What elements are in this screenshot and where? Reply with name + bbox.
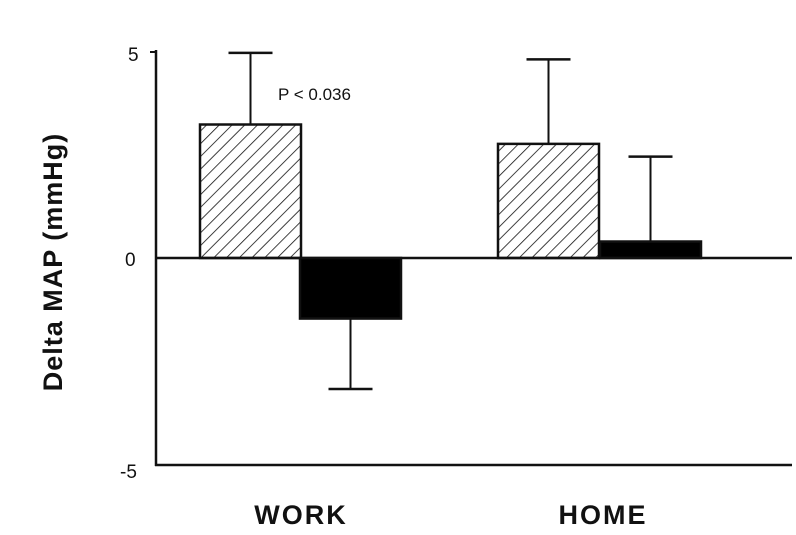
category-label-home: HOME	[559, 500, 648, 530]
y-tick-label-5: 5	[128, 45, 139, 66]
bar-home-solid	[598, 240, 703, 260]
p-value-annotation: P < 0.036	[278, 85, 351, 104]
y-tick-label-neg5: -5	[120, 462, 137, 483]
category-label-work: WORK	[254, 500, 347, 530]
bar-work-solid	[298, 256, 403, 320]
y-tick-label-0: 0	[125, 250, 136, 271]
bar-work-hatched	[198, 123, 303, 260]
bar-home-hatched	[496, 142, 601, 260]
y-axis-label: Delta MAP (mmHg)	[38, 133, 68, 392]
